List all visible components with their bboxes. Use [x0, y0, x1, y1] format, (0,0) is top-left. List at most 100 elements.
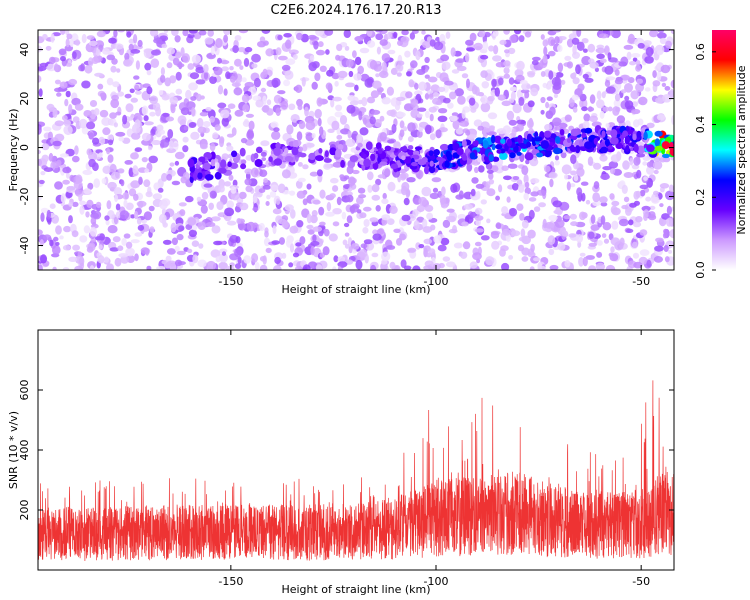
spectrogram-cell	[605, 123, 610, 128]
spectrogram-cell	[492, 55, 502, 62]
spectrogram-cell	[401, 185, 408, 196]
spectrogram-cell	[480, 199, 487, 205]
spectrogram-cell	[407, 136, 414, 143]
spectrogram-cell	[152, 102, 161, 111]
spectrogram-cell	[335, 54, 341, 61]
spectrogram-cell	[273, 127, 280, 132]
spectrogram-cell	[265, 48, 274, 57]
spectrogram-signal-cell	[570, 128, 579, 137]
spectrogram-cell	[149, 95, 159, 105]
spectrogram-signal-cell	[384, 145, 392, 151]
spectrogram-signal-cell	[496, 149, 502, 154]
spectrogram-cell	[275, 47, 282, 56]
spectrogram-signal-cell	[553, 147, 562, 155]
spectrogram-cell	[285, 58, 296, 65]
spectrogram-cell	[62, 267, 70, 270]
spectrogram-cell	[160, 67, 165, 76]
spectrogram-cell	[670, 79, 674, 89]
spectrogram-cell	[664, 256, 670, 263]
spectrogram-cell	[369, 217, 379, 223]
spectrogram-cell	[384, 168, 391, 178]
spectrogram-cell	[73, 180, 83, 190]
spectrogram-cell	[605, 86, 616, 94]
spectrogram-cell	[473, 42, 484, 51]
spectrogram-cell	[508, 255, 514, 260]
spectrogram-signal-cell	[220, 159, 227, 169]
spectrogram-cell	[649, 205, 656, 210]
spectrogram-signal-cell	[499, 152, 508, 160]
spectrogram-cell	[465, 129, 471, 136]
spectrogram-cell	[224, 181, 232, 187]
spectrogram-cell	[421, 40, 432, 49]
spectrogram-cell	[480, 235, 490, 241]
spectrogram-cell	[97, 83, 104, 90]
spectrogram-cell	[277, 183, 286, 194]
spectrogram-cell	[564, 55, 572, 61]
spectrogram-cell	[548, 172, 558, 179]
spectrogram-cell	[134, 147, 143, 153]
spectrogram-cell	[326, 201, 332, 212]
spectrogram-cell	[114, 194, 119, 202]
spectrogram-cell	[554, 155, 560, 161]
spectrogram-cell	[208, 202, 214, 210]
spectrogram-cell	[116, 68, 121, 73]
spectrogram-cell	[425, 124, 432, 135]
spectrogram-cell	[148, 205, 155, 212]
spectrogram-cell	[266, 194, 271, 200]
spectrogram-cell	[611, 30, 621, 39]
spectrogram-signal-cell	[428, 166, 436, 174]
spectrogram-cell	[48, 152, 54, 162]
spectrogram-cell	[226, 133, 235, 138]
spectrogram-cell	[106, 54, 116, 61]
spectrogram-cell	[357, 187, 366, 194]
spectrogram-cell	[262, 104, 270, 112]
spectrogram-cell	[153, 182, 161, 191]
y-tick-label: -40	[18, 237, 31, 255]
spectrogram-signal-cell	[401, 155, 406, 161]
spectrogram-cell	[150, 58, 160, 68]
spectrogram-cell	[38, 125, 42, 135]
spectrogram-cell	[40, 254, 47, 264]
spectrogram-cell	[176, 63, 185, 68]
spectrogram-cell	[660, 64, 671, 74]
spectrogram-cell	[524, 91, 530, 99]
spectrogram-cell	[548, 50, 556, 57]
spectrogram-cell	[596, 99, 605, 109]
spectrogram-cell	[429, 133, 436, 141]
spectrogram-signal-cell	[210, 159, 216, 167]
colorbar-tick-label: 0.6	[694, 43, 707, 61]
spectrogram-signal-cell	[636, 130, 642, 138]
spectrogram-cell	[362, 227, 369, 234]
spectrogram-signal-cell	[429, 155, 436, 161]
spectrogram-cell	[311, 133, 316, 139]
spectrogram-cell	[451, 112, 459, 117]
spectrogram-signal-cell	[291, 146, 299, 156]
spectrogram-cell	[238, 191, 247, 200]
spectrogram-cell	[133, 193, 139, 201]
spectrogram-cell	[527, 72, 535, 78]
spectrogram-cell	[503, 175, 512, 181]
spectrogram-cell	[221, 117, 229, 127]
spectrogram-cell	[309, 171, 319, 177]
spectrogram-cell	[81, 80, 91, 89]
spectrogram-signal-cell	[362, 153, 367, 160]
spectrogram-cell	[215, 256, 221, 263]
y-tick-label: 0	[18, 144, 31, 151]
spectrogram-cell	[664, 86, 671, 91]
spectrogram-cell	[165, 116, 174, 122]
spectrogram-cell	[643, 213, 648, 221]
spectrogram-cell	[644, 87, 651, 92]
spectrogram-cell	[262, 255, 267, 265]
spectrogram-signal-cell	[340, 159, 345, 168]
spectrogram-cell	[163, 30, 169, 34]
spectrogram-cell	[333, 255, 339, 263]
spectrogram-cell	[332, 221, 340, 227]
spectrogram-cell	[421, 186, 432, 197]
spectrogram-signal-cell	[509, 152, 516, 159]
spectrogram-cell	[135, 60, 140, 70]
spectrogram-cell	[146, 86, 153, 95]
spectrogram-cell	[510, 91, 516, 101]
spectrogram-cell	[552, 200, 563, 208]
spectrogram-cell	[582, 256, 588, 267]
spectrogram-signal-cell	[390, 163, 399, 170]
